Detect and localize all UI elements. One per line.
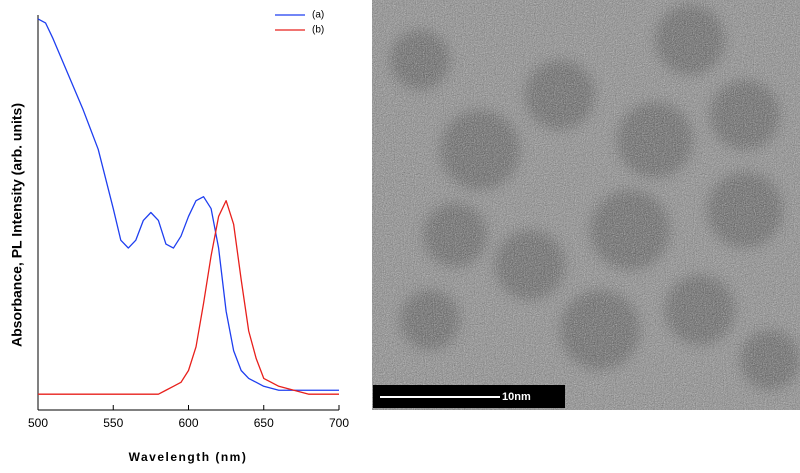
y-axis-label: Absorbance, PL Intensity (arb. units) [9,103,25,347]
scale-bar-label: 10nm [502,391,531,403]
x-tick-label: 500 [28,416,48,430]
x-axis-label: Wavelength (nm) [129,450,248,464]
x-tick-label: 600 [178,416,198,430]
legend-label: (a) [312,10,324,21]
series-line [37,18,339,391]
tem-image [372,0,800,410]
series-line [38,199,339,395]
x-tick-label: 650 [254,416,274,430]
x-tick-label: 550 [103,416,123,430]
scale-bar: 10nm [373,385,565,408]
x-tick-label: 700 [329,416,349,430]
legend-label: (b) [312,25,324,36]
